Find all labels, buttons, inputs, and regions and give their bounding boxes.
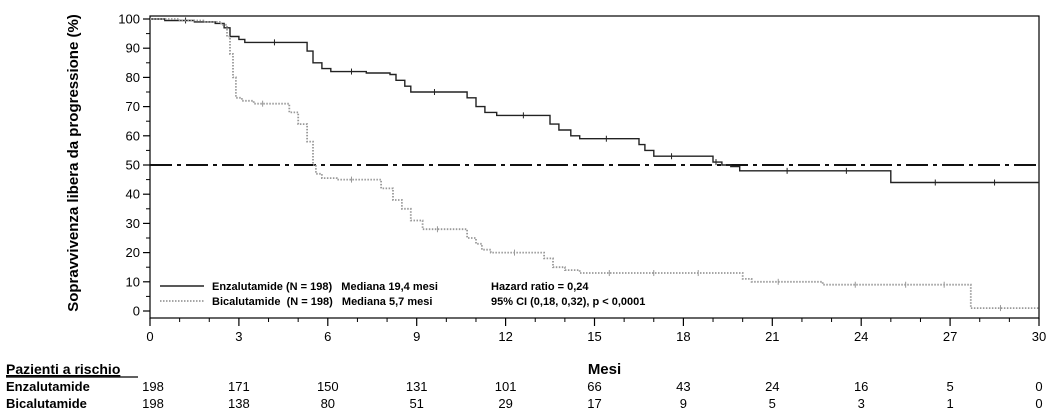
plot-frame-layer [149,15,1040,319]
y-tick-label: 0 [133,304,140,319]
risk-count: 80 [321,396,335,411]
risk-count: 43 [676,379,690,394]
risk-row-label-bicalutamide: Bicalutamide [6,396,87,411]
risk-count: 17 [587,396,601,411]
risk-count: 51 [409,396,423,411]
axis-layer: 0 10 20 30 40 50 60 70 80 90 100 0 3 6 9 12 15 18 21 24 27 30… [65,12,1046,379]
series-line-bicalutamide [150,18,1039,309]
y-tick-label: 20 [126,245,140,260]
risk-count: 5 [769,396,776,411]
x-tick-label: 0 [146,329,153,344]
risk-count: 131 [406,379,428,394]
x-tick-label: 6 [324,329,331,344]
legend-statistic: Hazard ratio = 0,24 [491,281,589,293]
legend-label: Bicalutamide (N = 198) Mediana 5,7 mesi [212,296,432,308]
x-tick-label: 9 [413,329,420,344]
risk-count: 101 [495,379,517,394]
y-tick-label: 90 [126,41,140,56]
y-tick-label: 10 [126,274,140,289]
plot-box [149,15,1040,319]
risk-count: 198 [142,396,164,411]
risk-count: 9 [680,396,687,411]
x-tick-label: 18 [676,329,690,344]
y-tick-label: 30 [126,216,140,231]
x-tick-label: 15 [587,329,601,344]
y-tick-label: 80 [126,70,140,85]
risk-count: 138 [228,396,250,411]
x-tick-label: 12 [498,329,512,344]
x-tick-label: 24 [854,329,868,344]
x-tick-label: 30 [1032,329,1046,344]
series-layer [150,17,1039,312]
risk-count: 0 [1035,379,1042,394]
risk-row-label-enzalutamide: Enzalutamide [6,379,90,394]
risk-count: 16 [854,379,868,394]
risk-count: 0 [1035,396,1042,411]
risk-count: 5 [946,379,953,394]
series-line-enzalutamide [150,18,1039,184]
legend-label: Enzalutamide (N = 198) Mediana 19,4 mesi [212,281,438,293]
risk-count: 66 [587,379,601,394]
risk-count: 198 [142,379,164,394]
y-tick-label: 60 [126,128,140,143]
risk-count: 150 [317,379,339,394]
risk-count: 171 [228,379,250,394]
risk-table-title: Pazienti a rischio [6,361,120,377]
legend-layer: Enzalutamide (N = 198) Mediana 19,4 mesi… [160,281,645,308]
y-tick-label: 100 [118,12,140,27]
y-tick-label: 70 [126,99,140,114]
x-axis-title: Mesi [588,361,621,378]
legend-statistic: 95% CI (0,18, 0,32), p < 0,0001 [491,296,645,308]
y-tick-label: 40 [126,187,140,202]
y-axis-title: Sopravvivenza libera da progressione (%) [65,14,82,312]
y-tick-label: 50 [126,158,140,173]
x-tick-label: 3 [235,329,242,344]
x-tick-label: 27 [943,329,957,344]
risk-count: 24 [765,379,779,394]
risk-count: 29 [498,396,512,411]
risk-count: 3 [858,396,865,411]
x-tick-label: 21 [765,329,779,344]
risk-count: 1 [946,396,953,411]
